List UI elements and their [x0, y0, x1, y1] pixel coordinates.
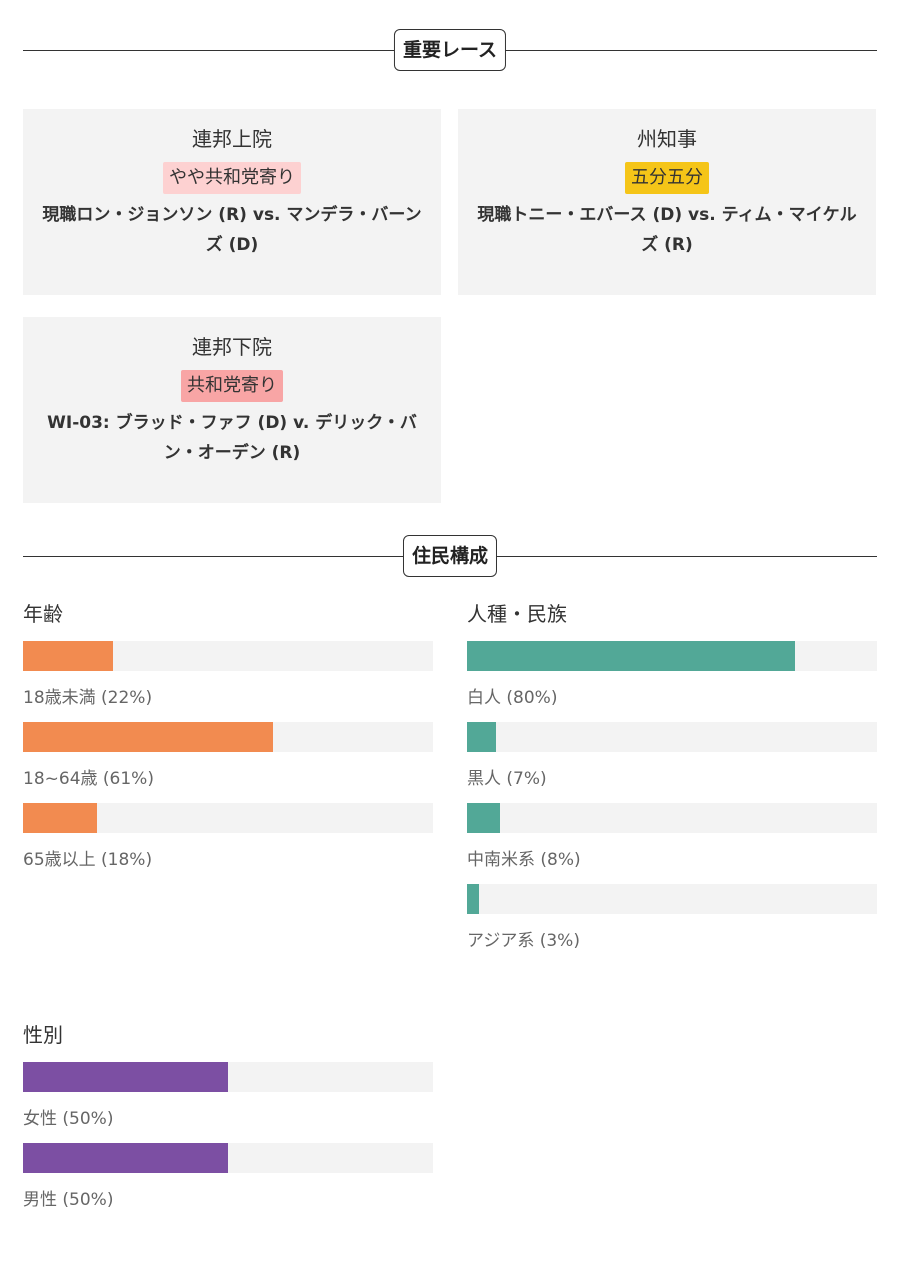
bar-track: [467, 884, 877, 914]
demographics-section-header: 住民構成: [23, 535, 877, 579]
bar-fill: [467, 803, 500, 833]
bar-track: [467, 722, 877, 752]
demo-label: 女性 (50%): [23, 1109, 114, 1129]
bar-fill: [467, 722, 496, 752]
demo-item: 白人 (80%): [467, 641, 877, 710]
demo-group-title: 人種・民族: [467, 602, 567, 626]
demo-item: 女性 (50%): [23, 1062, 433, 1131]
demo-label: 男性 (50%): [23, 1190, 114, 1210]
demo-label: 中南米系 (8%): [467, 850, 581, 870]
race-rating-badge: やや共和党寄り: [163, 162, 301, 194]
demo-item: 18歳未満 (22%): [23, 641, 433, 710]
demographics-section-title: 住民構成: [402, 535, 498, 577]
bar-fill: [23, 803, 97, 833]
demo-label: アジア系 (3%): [467, 931, 580, 951]
bar-fill: [23, 641, 114, 671]
bar-fill: [23, 1143, 228, 1173]
demo-label: 黒人 (7%): [467, 769, 547, 789]
bar-track: [467, 803, 877, 833]
bar-track: [23, 1143, 433, 1173]
race-office: 連邦下院: [192, 335, 272, 359]
bar-track: [23, 803, 433, 833]
demo-label: 65歳以上 (18%): [23, 850, 153, 870]
demo-group-race: 人種・民族 白人 (80%) 黒人 (7%) 中南米系 (8%) アジア系 (3…: [467, 601, 877, 953]
race-matchup: 現職ロン・ジョンソン (R) vs. マンデラ・バーンズ (D): [42, 205, 422, 255]
demo-item: アジア系 (3%): [467, 884, 877, 953]
demo-group-gender: 性別 女性 (50%) 男性 (50%): [23, 1022, 433, 1212]
race-card-governor: 州知事 五分五分 現職トニー・エバース (D) vs. ティム・マイケルズ (R…: [458, 109, 876, 295]
bar-track: [23, 641, 433, 671]
bar-fill: [23, 722, 274, 752]
demo-label: 18歳未満 (22%): [23, 688, 153, 708]
bar-fill: [23, 1062, 228, 1092]
race-rating-badge: 五分五分: [625, 162, 709, 194]
demo-item: 65歳以上 (18%): [23, 803, 433, 872]
demo-item: 男性 (50%): [23, 1143, 433, 1212]
race-card-house: 連邦下院 共和党寄り WI-03: ブラッド・ファフ (D) v. デリック・バ…: [23, 317, 441, 503]
race-matchup: 現職トニー・エバース (D) vs. ティム・マイケルズ (R): [477, 205, 857, 255]
bar-fill: [467, 641, 795, 671]
races-section-header: 重要レース: [23, 29, 877, 73]
bar-track: [23, 1062, 433, 1092]
races-section-title: 重要レース: [393, 29, 507, 71]
demo-item: 黒人 (7%): [467, 722, 877, 791]
race-card-senate: 連邦上院 やや共和党寄り 現職ロン・ジョンソン (R) vs. マンデラ・バーン…: [23, 109, 441, 295]
bar-track: [23, 722, 433, 752]
race-rating-badge: 共和党寄り: [181, 370, 283, 402]
demo-group-title: 年齢: [23, 602, 63, 626]
bar-fill: [467, 884, 480, 914]
demo-group-title: 性別: [23, 1023, 63, 1047]
race-office: 州知事: [637, 127, 697, 151]
demo-label: 18~64歳 (61%): [23, 769, 154, 789]
demo-label: 白人 (80%): [467, 688, 558, 708]
demo-group-age: 年齢 18歳未満 (22%) 18~64歳 (61%) 65歳以上 (18%): [23, 601, 433, 872]
bar-track: [467, 641, 877, 671]
race-matchup: WI-03: ブラッド・ファフ (D) v. デリック・バン・オーデン (R): [47, 413, 417, 463]
demo-item: 18~64歳 (61%): [23, 722, 433, 791]
race-office: 連邦上院: [192, 127, 272, 151]
demo-item: 中南米系 (8%): [467, 803, 877, 872]
